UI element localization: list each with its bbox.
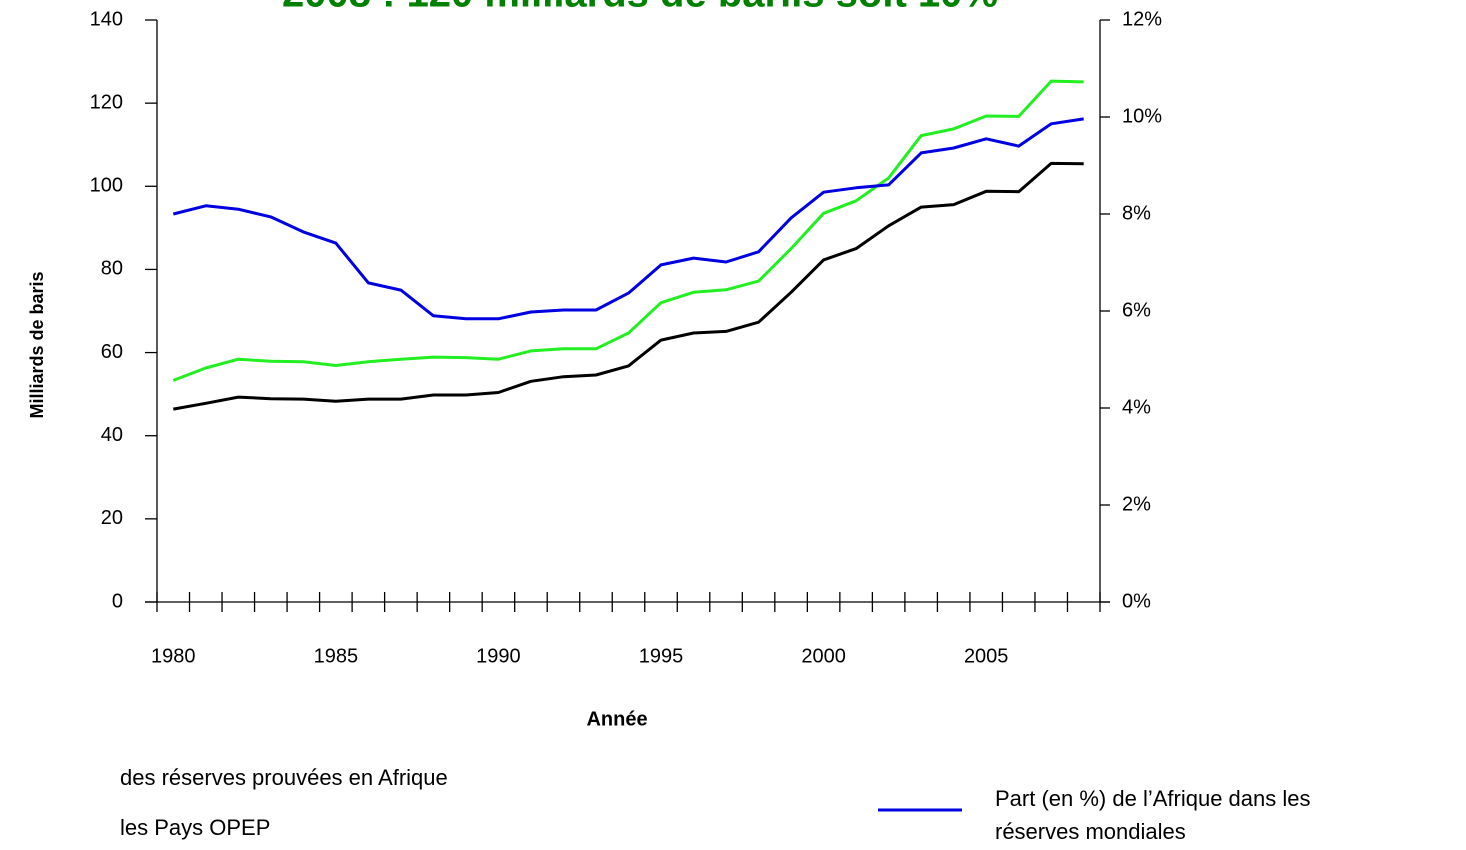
y2-tick-label: 2%	[1122, 493, 1151, 515]
y-tick-label: 140	[90, 8, 123, 30]
x-tick-label: 1990	[476, 645, 521, 667]
y-tick-label: 120	[90, 91, 123, 113]
y-tick-label: 60	[101, 341, 123, 363]
y-tick-label: 100	[90, 175, 123, 197]
series-line	[172, 117, 1084, 321]
y-tick-label: 0	[112, 590, 123, 612]
x-tick-label: 2000	[801, 645, 846, 667]
series-line	[172, 79, 1084, 382]
legend-label: des réserves prouvées en Afrique	[120, 765, 448, 790]
y2-tick-label: 12%	[1122, 8, 1162, 30]
y2-tick-label: 8%	[1122, 202, 1151, 224]
y-tick-label: 40	[101, 424, 123, 446]
y2-tick-label: 0%	[1122, 590, 1151, 612]
legend-label: Part (en %) de l’Afrique dans les réserve…	[995, 786, 1311, 844]
y-axis-label: Milliards de baris	[27, 271, 47, 418]
y2-tick-label: 10%	[1122, 105, 1162, 127]
legend-label: les Pays OPEP	[120, 815, 270, 840]
x-tick-label: 1995	[639, 645, 684, 667]
series-line	[173, 161, 1084, 411]
y2-tick-label: 4%	[1122, 396, 1151, 418]
x-axis-label: Année	[586, 708, 647, 730]
chart-title: 2008 : 120 milliards de barils soit 10%	[282, 0, 998, 16]
x-tick-label: 2005	[964, 645, 1009, 667]
y2-tick-label: 6%	[1122, 299, 1151, 321]
y-tick-label: 20	[101, 507, 123, 529]
x-tick-label: 1980	[151, 645, 196, 667]
y-tick-label: 80	[101, 258, 123, 280]
x-tick-label: 1985	[314, 645, 359, 667]
